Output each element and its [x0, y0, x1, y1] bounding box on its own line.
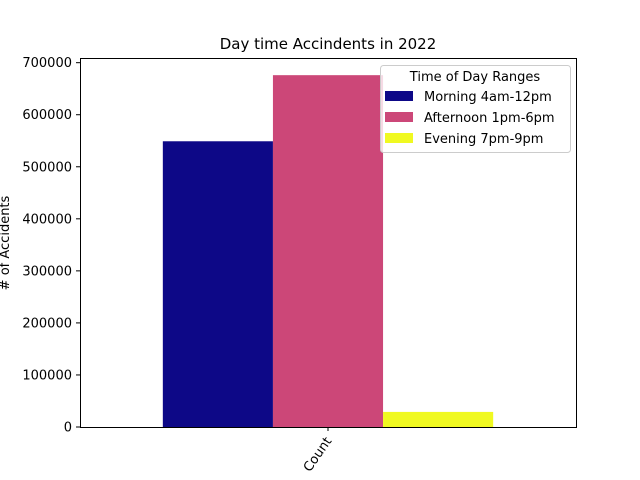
legend-label: Morning 4am-12pm	[424, 90, 552, 105]
x-axis: Count	[301, 427, 335, 475]
y-axis: 0 100000 200000 300000 400000 500000 600000 700…	[22, 56, 80, 436]
bar-morning	[162, 141, 273, 427]
legend-box	[380, 65, 571, 153]
bar-evening	[383, 411, 494, 427]
bar-group	[162, 75, 494, 428]
x-tick-label: Count	[301, 435, 335, 475]
legend-label: Evening 7pm-9pm	[424, 132, 543, 147]
plot-area-frame	[80, 58, 577, 428]
y-tick-label: 700000	[22, 56, 72, 71]
legend-swatch	[385, 112, 413, 122]
legend-entries: Morning 4am-12pm Afternoon 1pm-6pm Evening…	[385, 90, 555, 147]
y-tick-label: 500000	[22, 160, 72, 175]
y-axis-label: # of Accidents	[0, 195, 13, 290]
y-tick-label: 200000	[22, 316, 72, 331]
legend-swatch	[385, 133, 413, 143]
y-tick-label: 600000	[22, 108, 72, 123]
y-tick-label: 100000	[22, 368, 72, 383]
legend-label: Afternoon 1pm-6pm	[424, 111, 555, 126]
y-tick-label: 300000	[22, 264, 72, 279]
legend: Time of Day Ranges Morning 4am-12pm After…	[380, 65, 571, 153]
y-tick-label: 400000	[22, 212, 72, 227]
chart-title: Day time Accindents in 2022	[220, 35, 437, 53]
y-tick-label: 0	[64, 421, 72, 436]
legend-title: Time of Day Ranges	[409, 70, 541, 85]
legend-swatch	[385, 91, 413, 101]
bar-afternoon	[272, 75, 384, 428]
